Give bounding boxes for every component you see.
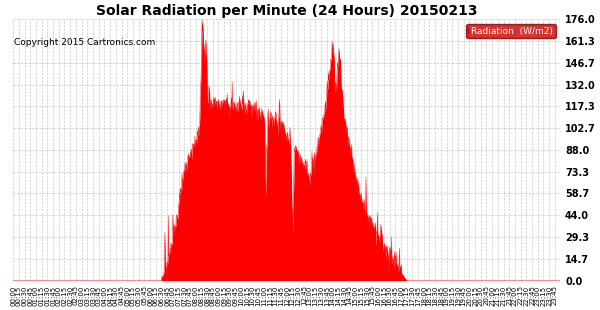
Title: Solar Radiation per Minute (24 Hours) 20150213: Solar Radiation per Minute (24 Hours) 20… — [96, 4, 478, 18]
Legend: Radiation  (W/m2): Radiation (W/m2) — [466, 24, 556, 38]
Text: Copyright 2015 Cartronics.com: Copyright 2015 Cartronics.com — [14, 38, 155, 46]
